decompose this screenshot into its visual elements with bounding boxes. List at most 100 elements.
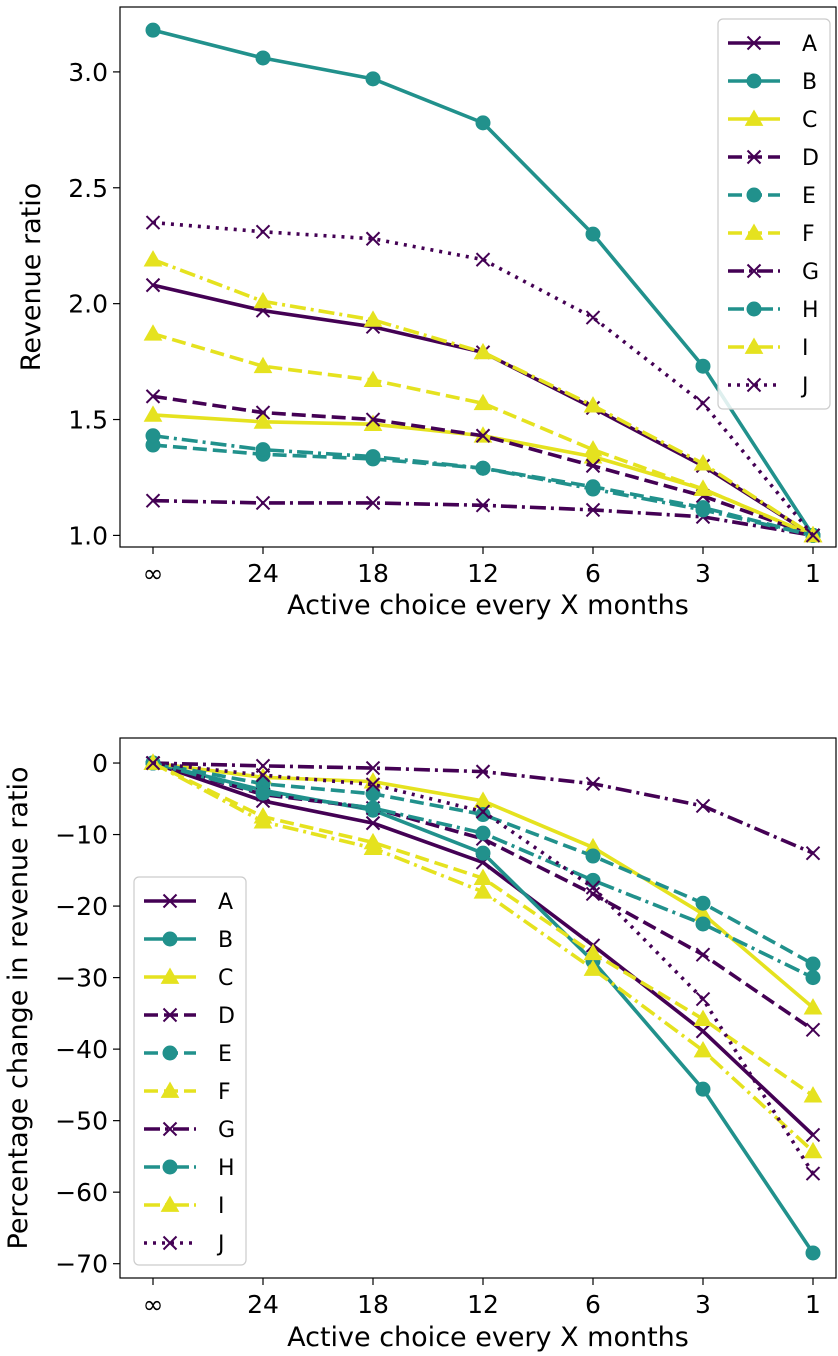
legend-item-C: C [728, 108, 817, 133]
point-F-5 [693, 1009, 713, 1026]
point-I-1 [253, 812, 273, 829]
series-J [145, 755, 821, 1181]
legend-label: F [802, 222, 815, 247]
plot-frame [119, 737, 837, 1279]
legend-marker [746, 263, 762, 279]
point-D-1 [255, 405, 271, 420]
x-tick-label: 3 [695, 559, 711, 588]
point-B-6 [805, 1245, 821, 1261]
point-D-0 [145, 389, 161, 404]
series-I [143, 250, 823, 543]
legend-label: D [802, 146, 819, 171]
legend-label: G [218, 1118, 235, 1143]
legend-label: C [802, 108, 817, 133]
x-tick-label: ∞ [143, 559, 164, 588]
point-B-1 [255, 50, 271, 66]
point-H-5 [695, 916, 711, 932]
point-H-5 [695, 502, 711, 518]
legend-item-G: G [144, 1118, 235, 1143]
legend-item-I: I [728, 336, 809, 361]
x-tick-label: 18 [357, 1290, 389, 1319]
series-H [145, 428, 821, 543]
y-tick-label: 0 [92, 749, 108, 778]
legend-label: C [218, 966, 233, 991]
series-line-J [152, 220, 815, 537]
legend-marker [162, 1159, 178, 1175]
legend-label: E [218, 1042, 232, 1067]
x-axis-label: Active choice every X months [287, 590, 689, 621]
point-E-4 [585, 848, 601, 864]
x-tick-label: 12 [467, 1290, 499, 1319]
legend-item-B: B [144, 928, 233, 953]
point-I-3 [473, 882, 493, 899]
point-J-4 [585, 310, 601, 325]
legend-item-J: J [144, 1232, 225, 1257]
series-line-E [152, 443, 814, 538]
legend-label: J [216, 1232, 225, 1257]
y-tick-label: 2.5 [68, 174, 108, 203]
point-J-5 [695, 991, 711, 1007]
legend-marker [162, 1121, 178, 1137]
legend-marker [744, 109, 764, 126]
point-J-3 [475, 252, 491, 267]
point-I-4 [583, 396, 603, 413]
point-D-4 [585, 886, 601, 902]
legend-label: F [218, 1080, 231, 1105]
point-E-6 [805, 956, 821, 972]
legend-label: E [802, 184, 816, 209]
legend-label: A [802, 32, 817, 57]
series-I [143, 753, 823, 1159]
x-tick-label: 1 [805, 1290, 821, 1319]
point-D-5 [695, 947, 711, 962]
point-J-5 [695, 396, 711, 411]
point-J-6 [805, 1166, 821, 1181]
y-tick-label: 1.5 [68, 406, 108, 435]
x-tick-label: 12 [467, 559, 499, 588]
point-H-1 [255, 442, 271, 458]
point-G-3 [475, 764, 491, 779]
legend-marker [746, 73, 762, 89]
point-G-4 [585, 502, 601, 518]
point-H-6 [805, 970, 821, 986]
legend-marker [746, 149, 762, 165]
point-J-1 [255, 224, 271, 240]
point-G-4 [585, 776, 601, 791]
point-I-3 [473, 342, 493, 360]
point-H-0 [145, 428, 161, 444]
legend-label: J [800, 374, 809, 399]
legend-label: I [218, 1194, 225, 1219]
y-tick-label: −10 [55, 821, 108, 850]
legend-box [717, 18, 831, 410]
point-D-2 [365, 412, 381, 427]
point-J-3 [475, 804, 491, 819]
legend-marker [162, 1007, 178, 1023]
legend-item-I: I [144, 1194, 225, 1219]
point-C-1 [253, 412, 273, 429]
legend-marker [160, 1081, 180, 1098]
series-line-A [152, 283, 814, 537]
point-G-5 [695, 798, 711, 814]
legend-label: D [218, 1004, 235, 1029]
point-C-0 [143, 405, 163, 422]
point-I-2 [363, 310, 383, 327]
legend-marker [162, 1235, 178, 1251]
legend-marker [746, 377, 762, 393]
point-J-2 [365, 777, 381, 792]
point-B-4 [585, 226, 601, 242]
y-tick-label: 2.0 [68, 290, 108, 319]
point-D-6 [805, 1022, 821, 1038]
point-J-6 [805, 528, 821, 543]
x-tick-label: 1 [805, 559, 821, 588]
point-E-5 [695, 895, 711, 911]
point-G-2 [365, 495, 381, 511]
legend-item-H: H [144, 1156, 235, 1181]
x-tick-label: 6 [585, 559, 601, 588]
point-B-5 [695, 358, 711, 374]
legend-item-E: E [728, 184, 816, 209]
legend-label: B [802, 70, 817, 95]
y-tick-label: −60 [55, 1178, 108, 1207]
plot-frame [119, 6, 837, 548]
y-tick-label: −50 [55, 1107, 108, 1136]
x-tick-label: 3 [695, 1290, 711, 1319]
point-F-4 [583, 440, 603, 457]
